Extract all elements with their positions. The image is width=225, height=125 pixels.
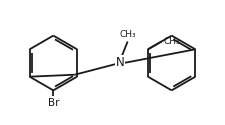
Text: CH₃: CH₃ [119, 30, 136, 38]
Text: CH₃: CH₃ [164, 37, 180, 46]
Text: Br: Br [48, 98, 59, 108]
Text: N: N [115, 56, 124, 68]
Text: N: N [115, 56, 124, 68]
